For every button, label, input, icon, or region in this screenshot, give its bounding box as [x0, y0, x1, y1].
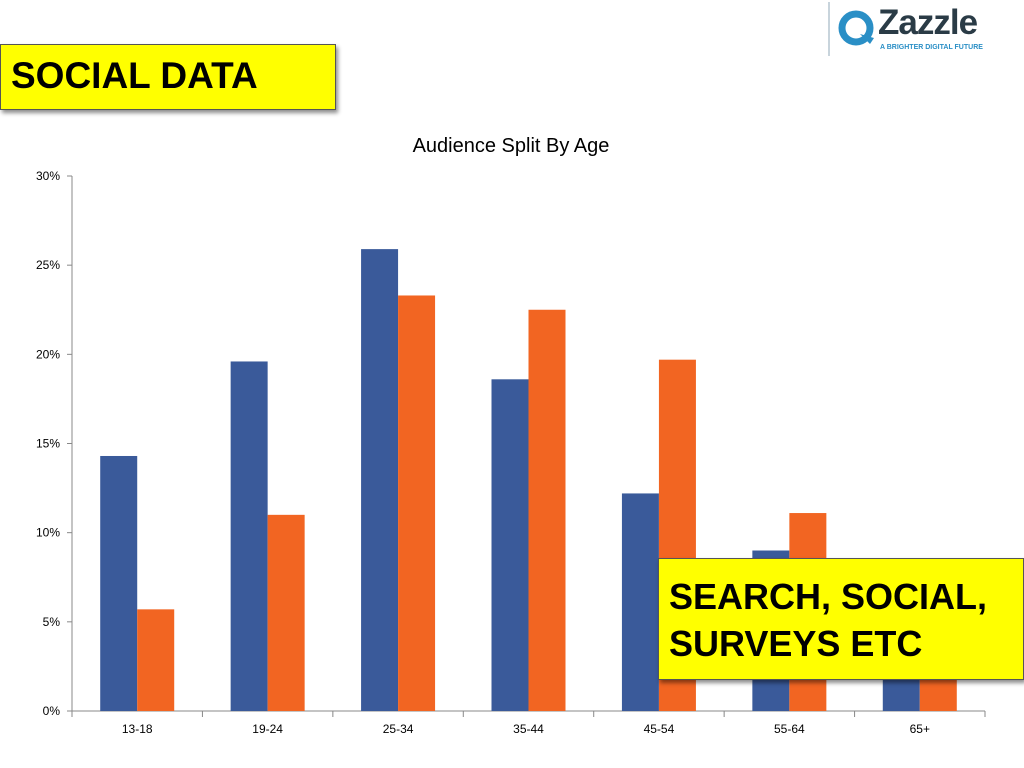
x-axis: 13-18 19-24 25-34 35-44 45-54 55-64 65+	[71, 710, 986, 736]
y-tick-label: 20%	[36, 347, 60, 361]
note-callout: SEARCH, SOCIAL, SURVEYS ETC	[658, 558, 1024, 680]
y-tick-label: 25%	[36, 258, 60, 272]
x-tick-label: 45-54	[644, 722, 675, 736]
x-tick-label: 35-44	[513, 722, 544, 736]
chart-title: Audience Split By Age	[413, 135, 610, 157]
x-tick-label: 25-34	[383, 722, 414, 736]
note-line-2: SURVEYS ETC	[669, 623, 923, 664]
logo-divider	[828, 2, 830, 56]
x-tick-label: 19-24	[252, 722, 283, 736]
bar-blue	[230, 361, 268, 711]
bar-orange	[137, 609, 175, 711]
bar-blue	[361, 249, 399, 711]
note-line-1: SEARCH, SOCIAL,	[669, 576, 988, 617]
bar-orange	[528, 309, 566, 711]
y-tick-label: 10%	[36, 526, 60, 540]
bar-blue	[491, 379, 529, 711]
y-tick-label: 0%	[43, 704, 61, 718]
y-tick-label: 30%	[36, 169, 60, 183]
x-tick-label: 55-64	[774, 722, 805, 736]
slide-title-box: SOCIAL DATA	[0, 44, 336, 110]
logo-wordmark: Zazzle	[878, 3, 978, 42]
logo-tagline: A BRIGHTER DIGITAL FUTURE	[880, 44, 983, 51]
bar-blue	[100, 455, 138, 711]
x-tick-label: 13-18	[122, 722, 153, 736]
y-axis: 0% 5% 10% 15% 20% 25% 30%	[36, 169, 73, 718]
bar-blue	[621, 493, 659, 711]
x-tick-label: 65+	[910, 722, 930, 736]
y-tick-label: 15%	[36, 437, 60, 451]
zazzle-q-icon	[838, 10, 874, 46]
slide-title: SOCIAL DATA	[11, 55, 258, 96]
bar-orange	[267, 514, 305, 711]
zazzle-logo: Zazzle A BRIGHTER DIGITAL FUTURE	[828, 2, 1024, 56]
bar-orange	[398, 295, 436, 711]
note-text: SEARCH, SOCIAL, SURVEYS ETC	[669, 573, 987, 667]
y-tick-label: 5%	[43, 615, 61, 629]
